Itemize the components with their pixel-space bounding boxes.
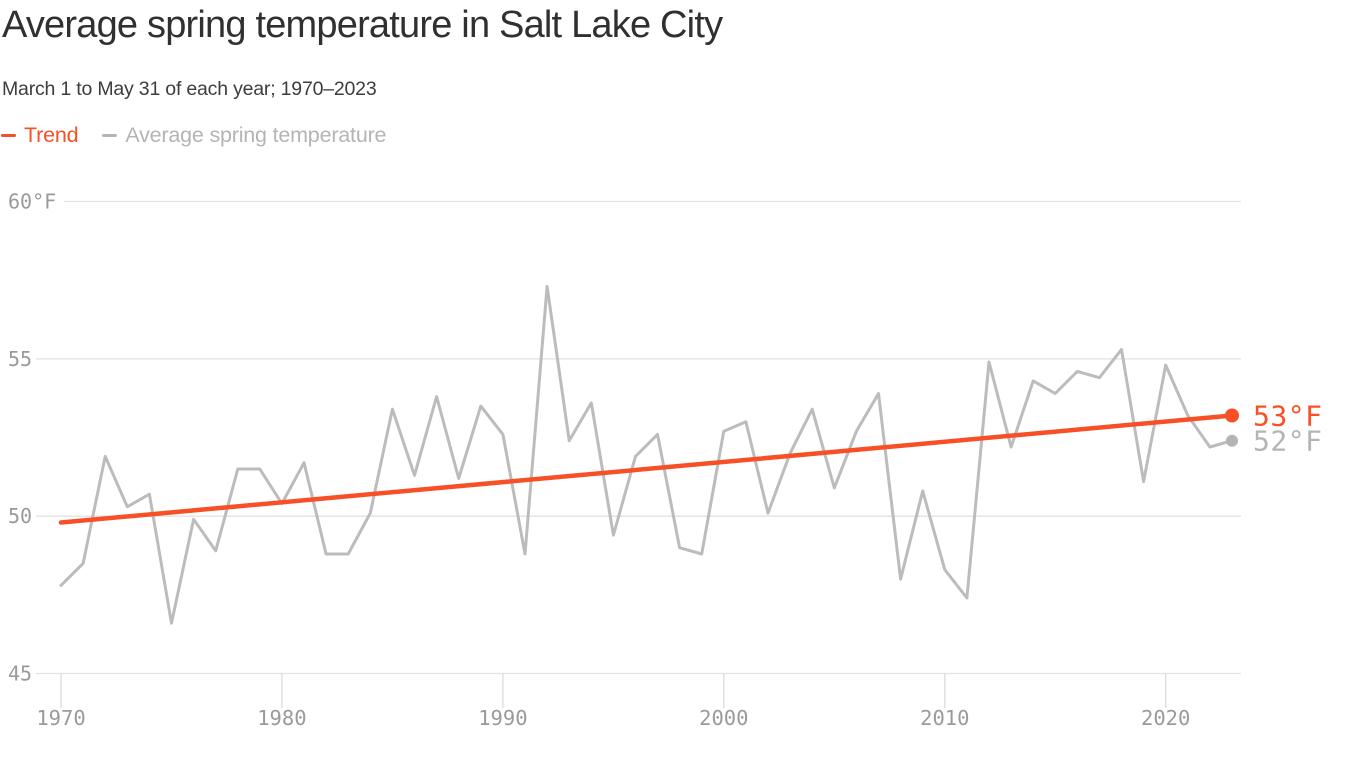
end-label-trend: 53°F <box>1253 400 1322 433</box>
x-axis-label-1970: 1970 <box>36 706 85 730</box>
y-axis-label-60: 60°F <box>8 190 56 214</box>
y-axis-label-45: 45 <box>8 662 32 686</box>
x-axis-label-2010: 2010 <box>920 706 969 730</box>
x-axis-label-1980: 1980 <box>257 706 306 730</box>
average-temperature-swatch-icon <box>102 133 118 138</box>
end-label-average-temperature: 52°F <box>1253 425 1322 458</box>
legend: Trend Average spring temperature <box>1 123 386 148</box>
end-dot-trend <box>1225 408 1239 423</box>
y-axis-label-55: 55 <box>8 347 32 371</box>
legend-label-trend: Trend <box>24 123 79 147</box>
chart-title: Average spring temperature in Salt Lake … <box>2 4 723 46</box>
average-temperature-line <box>59 285 1234 625</box>
legend-item-trend: Trend <box>1 123 79 148</box>
end-dot-average-temperature <box>1226 434 1238 447</box>
legend-item-average-temperature: Average spring temperature <box>102 123 386 148</box>
chart-subtitle: March 1 to May 31 of each year; 1970–202… <box>2 78 377 100</box>
x-axis-label-1990: 1990 <box>478 706 527 730</box>
trend-line <box>58 413 1235 525</box>
y-axis-label-50: 50 <box>8 504 32 528</box>
trend-swatch-icon <box>1 133 16 138</box>
x-axis-label-2020: 2020 <box>1141 706 1190 730</box>
x-axis-label-2000: 2000 <box>699 706 748 730</box>
legend-label-average-temperature: Average spring temperature <box>125 123 387 147</box>
